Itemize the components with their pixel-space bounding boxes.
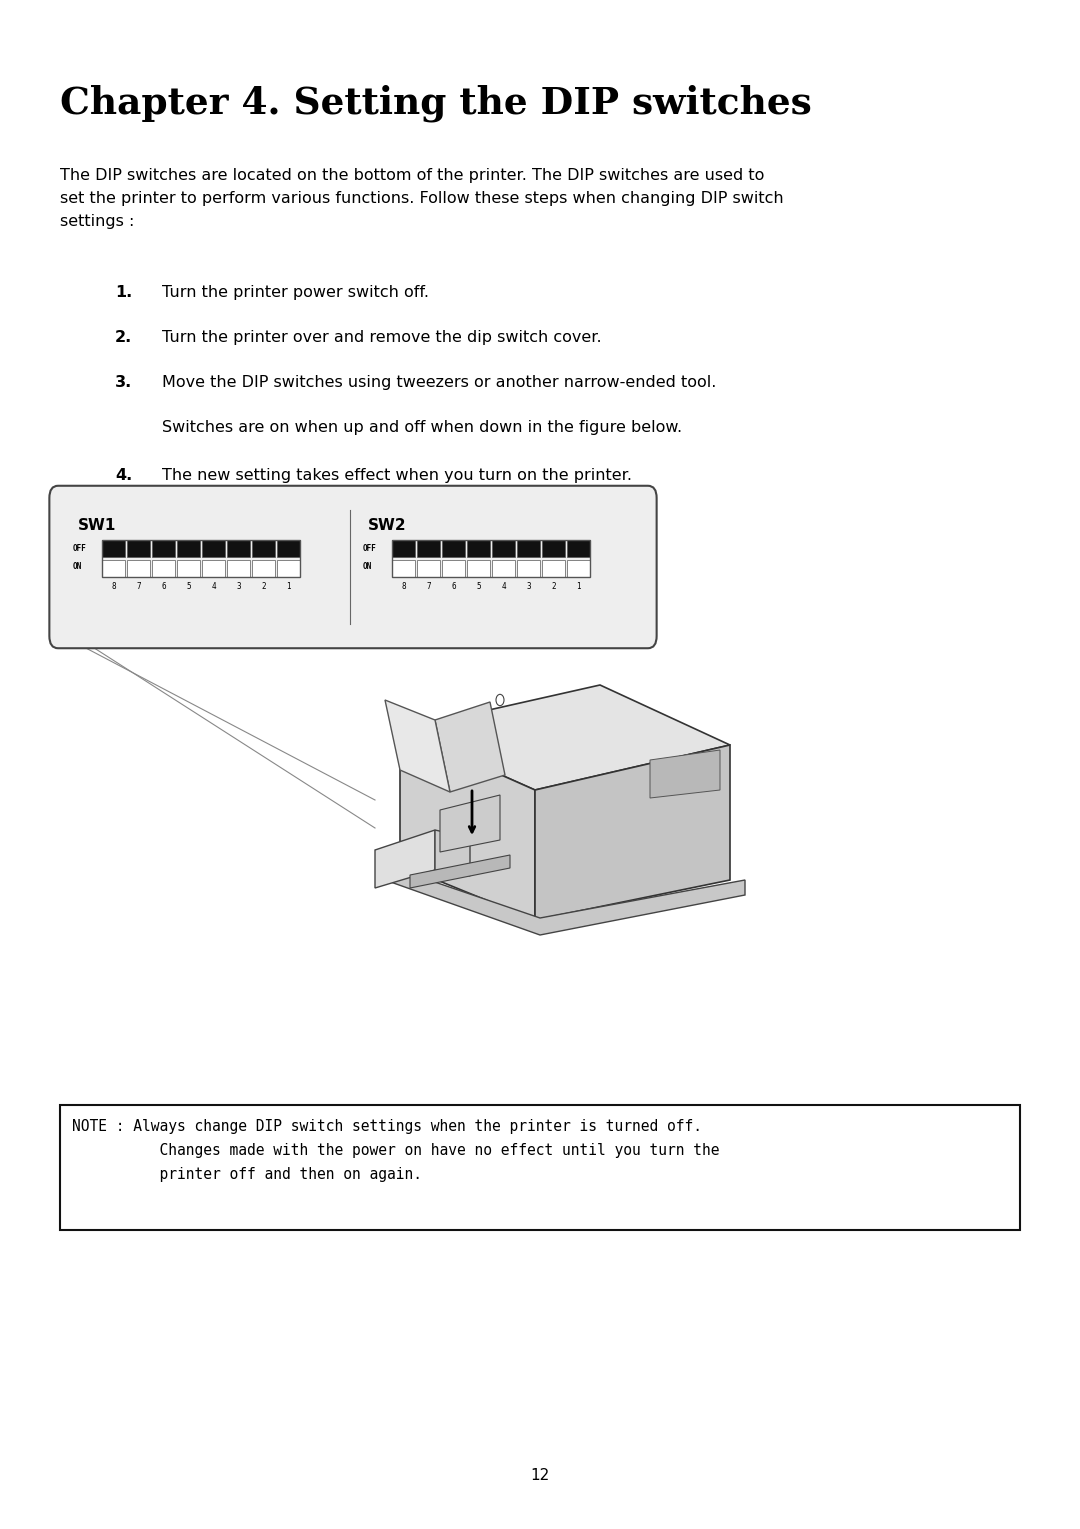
FancyBboxPatch shape: [50, 486, 657, 648]
Polygon shape: [375, 830, 435, 888]
Text: 1.: 1.: [114, 284, 132, 300]
Polygon shape: [440, 795, 500, 852]
Polygon shape: [384, 700, 450, 792]
Bar: [492, 540, 515, 557]
Text: 12: 12: [530, 1468, 550, 1483]
Text: 2: 2: [551, 583, 556, 592]
Text: 8: 8: [111, 583, 116, 592]
Text: 4: 4: [501, 583, 505, 592]
Text: Turn the printer power switch off.: Turn the printer power switch off.: [162, 284, 429, 300]
Bar: [152, 540, 175, 557]
Bar: [392, 540, 415, 557]
Bar: [467, 560, 490, 576]
Bar: [492, 560, 515, 576]
Text: ON: ON: [73, 563, 82, 570]
Bar: [467, 540, 490, 557]
Text: The new setting takes effect when you turn on the printer.: The new setting takes effect when you tu…: [162, 468, 632, 483]
Text: Chapter 4. Setting the DIP switches: Chapter 4. Setting the DIP switches: [60, 86, 812, 122]
Bar: [127, 540, 150, 557]
Text: Switches are on when up and off when down in the figure below.: Switches are on when up and off when dow…: [162, 420, 683, 434]
Bar: [442, 540, 465, 557]
Bar: [177, 560, 200, 576]
Bar: [60, 1105, 1020, 1229]
Text: 1: 1: [577, 583, 581, 592]
Bar: [517, 560, 540, 576]
Bar: [542, 560, 565, 576]
Text: 3.: 3.: [114, 375, 132, 390]
Polygon shape: [435, 830, 470, 876]
Text: 2: 2: [261, 583, 266, 592]
Text: OFF: OFF: [73, 544, 86, 553]
Bar: [442, 560, 465, 576]
Bar: [276, 560, 300, 576]
Bar: [202, 540, 225, 557]
Polygon shape: [400, 729, 535, 920]
Text: 3: 3: [526, 583, 530, 592]
Bar: [102, 560, 125, 576]
Text: 2.: 2.: [114, 330, 132, 346]
Bar: [252, 560, 275, 576]
Text: SW1: SW1: [78, 518, 117, 534]
Bar: [252, 540, 275, 557]
Text: Turn the printer over and remove the dip switch cover.: Turn the printer over and remove the dip…: [162, 330, 602, 346]
Text: 6: 6: [451, 583, 456, 592]
Bar: [567, 560, 590, 576]
Bar: [392, 540, 590, 576]
Bar: [276, 540, 300, 557]
Bar: [417, 560, 440, 576]
Text: SW2: SW2: [368, 518, 407, 534]
Bar: [517, 540, 540, 557]
Text: 7: 7: [136, 583, 140, 592]
Bar: [102, 540, 125, 557]
Polygon shape: [535, 745, 730, 920]
Text: 8: 8: [401, 583, 406, 592]
Text: 4: 4: [212, 583, 216, 592]
Polygon shape: [650, 751, 720, 798]
Text: 4.: 4.: [114, 468, 132, 483]
Text: 5: 5: [476, 583, 481, 592]
Text: 6: 6: [161, 583, 166, 592]
Bar: [417, 540, 440, 557]
Polygon shape: [410, 855, 510, 888]
Polygon shape: [384, 865, 745, 936]
Text: The DIP switches are located on the bottom of the printer. The DIP switches are : The DIP switches are located on the bott…: [60, 168, 784, 229]
Bar: [227, 540, 249, 557]
Text: 7: 7: [427, 583, 431, 592]
Bar: [127, 560, 150, 576]
Bar: [392, 560, 415, 576]
Bar: [227, 560, 249, 576]
Text: Move the DIP switches using tweezers or another narrow-ended tool.: Move the DIP switches using tweezers or …: [162, 375, 716, 390]
Bar: [152, 560, 175, 576]
Bar: [177, 540, 200, 557]
Text: 1: 1: [286, 583, 291, 592]
Bar: [102, 540, 300, 576]
Bar: [567, 540, 590, 557]
Polygon shape: [400, 685, 730, 790]
Bar: [542, 540, 565, 557]
Text: 5: 5: [186, 583, 191, 592]
Text: NOTE : Always change DIP switch settings when the printer is turned off.
       : NOTE : Always change DIP switch settings…: [72, 1119, 719, 1182]
Text: 3: 3: [237, 583, 241, 592]
Text: ON: ON: [363, 563, 373, 570]
Polygon shape: [435, 702, 505, 792]
Bar: [202, 560, 225, 576]
Text: OFF: OFF: [363, 544, 377, 553]
